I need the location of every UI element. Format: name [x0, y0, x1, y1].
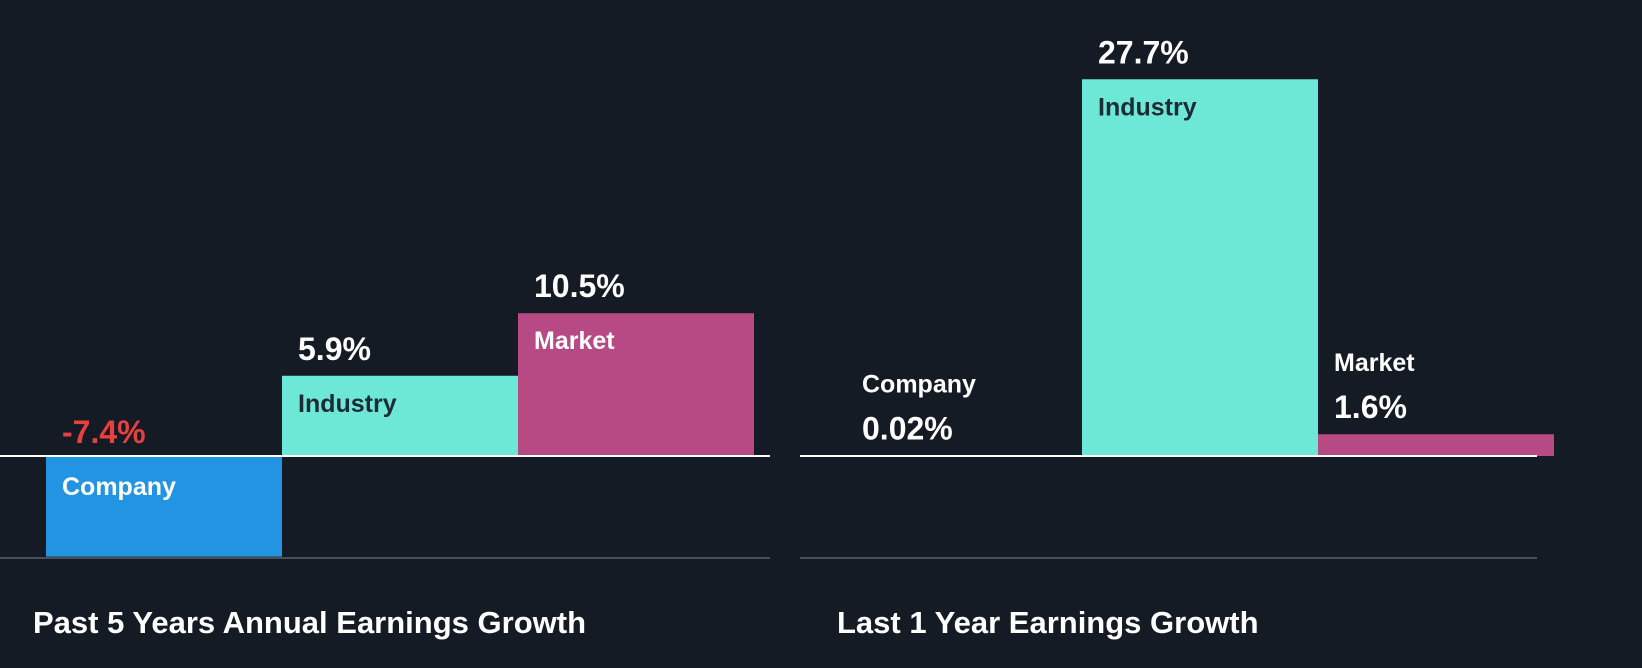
company-category-label: Company: [62, 473, 176, 501]
industry-category-label: Industry: [298, 390, 397, 418]
market-value-label: 1.6%: [1334, 389, 1407, 425]
company-category-label: Company: [862, 371, 976, 399]
industry-category-label: Industry: [1098, 93, 1197, 121]
past-5-years-chart-title: Past 5 Years Annual Earnings Growth: [33, 605, 587, 640]
market-category-label: Market: [534, 327, 615, 355]
industry-value-label: 5.9%: [298, 331, 371, 367]
company-bar: [46, 456, 282, 557]
market-bar: [518, 313, 754, 456]
past-5-years-earnings-growth-chart: Company -7.4% Industry 5.9% Market 10.5%: [0, 268, 770, 559]
industry-bar: [282, 375, 518, 456]
market-category-label: Market: [1334, 349, 1415, 377]
market-bar: [1318, 434, 1554, 456]
industry-bar: [1082, 79, 1318, 456]
last-1-year-earnings-growth-chart: Company 0.02% Industry 27.7% Market 1.6%: [800, 34, 1554, 559]
company-value-label: -7.4%: [62, 414, 146, 450]
company-value-label: 0.02%: [862, 411, 953, 447]
industry-value-label: 27.7%: [1098, 34, 1189, 70]
last-1-year-chart-title: Last 1 Year Earnings Growth: [837, 605, 1259, 640]
market-value-label: 10.5%: [534, 268, 625, 304]
